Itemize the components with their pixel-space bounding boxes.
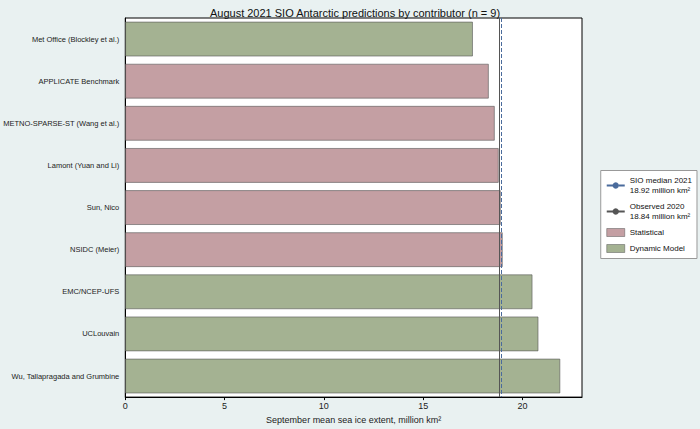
svg-text:NSIDC (Meier): NSIDC (Meier): [70, 245, 120, 254]
svg-text:September mean sea ice extent,: September mean sea ice extent, million k…: [266, 415, 441, 425]
svg-text:15: 15: [418, 401, 428, 411]
svg-text:Sun, Nico: Sun, Nico: [87, 203, 120, 212]
svg-text:METNO-SPARSE-ST (Wang et al.): METNO-SPARSE-ST (Wang et al.): [3, 119, 120, 128]
svg-text:APPLICATE Benchmark: APPLICATE Benchmark: [39, 77, 120, 86]
svg-text:Statistical: Statistical: [630, 228, 664, 237]
svg-text:UCLouvain: UCLouvain: [82, 329, 119, 338]
svg-text:August 2021 SIO Antarctic pred: August 2021 SIO Antarctic predictions by…: [210, 7, 500, 19]
svg-text:5: 5: [222, 401, 227, 411]
svg-text:18.92 million km²: 18.92 million km²: [630, 186, 691, 195]
svg-text:18.84 million km²: 18.84 million km²: [630, 212, 691, 221]
svg-text:Wu, Tallapragada and Grumbine: Wu, Tallapragada and Grumbine: [12, 372, 120, 381]
svg-text:SIO median 2021: SIO median 2021: [630, 176, 693, 185]
svg-text:0: 0: [123, 401, 128, 411]
svg-text:Dynamic Model: Dynamic Model: [630, 244, 685, 253]
svg-text:20: 20: [517, 401, 527, 411]
svg-text:10: 10: [319, 401, 329, 411]
svg-text:Met Office (Blockley et al.): Met Office (Blockley et al.): [32, 35, 120, 44]
svg-text:Observed 2020: Observed 2020: [630, 202, 685, 211]
svg-text:EMC/NCEP-UFS: EMC/NCEP-UFS: [62, 287, 119, 296]
svg-text:Lamont (Yuan and Li): Lamont (Yuan and Li): [48, 161, 120, 170]
